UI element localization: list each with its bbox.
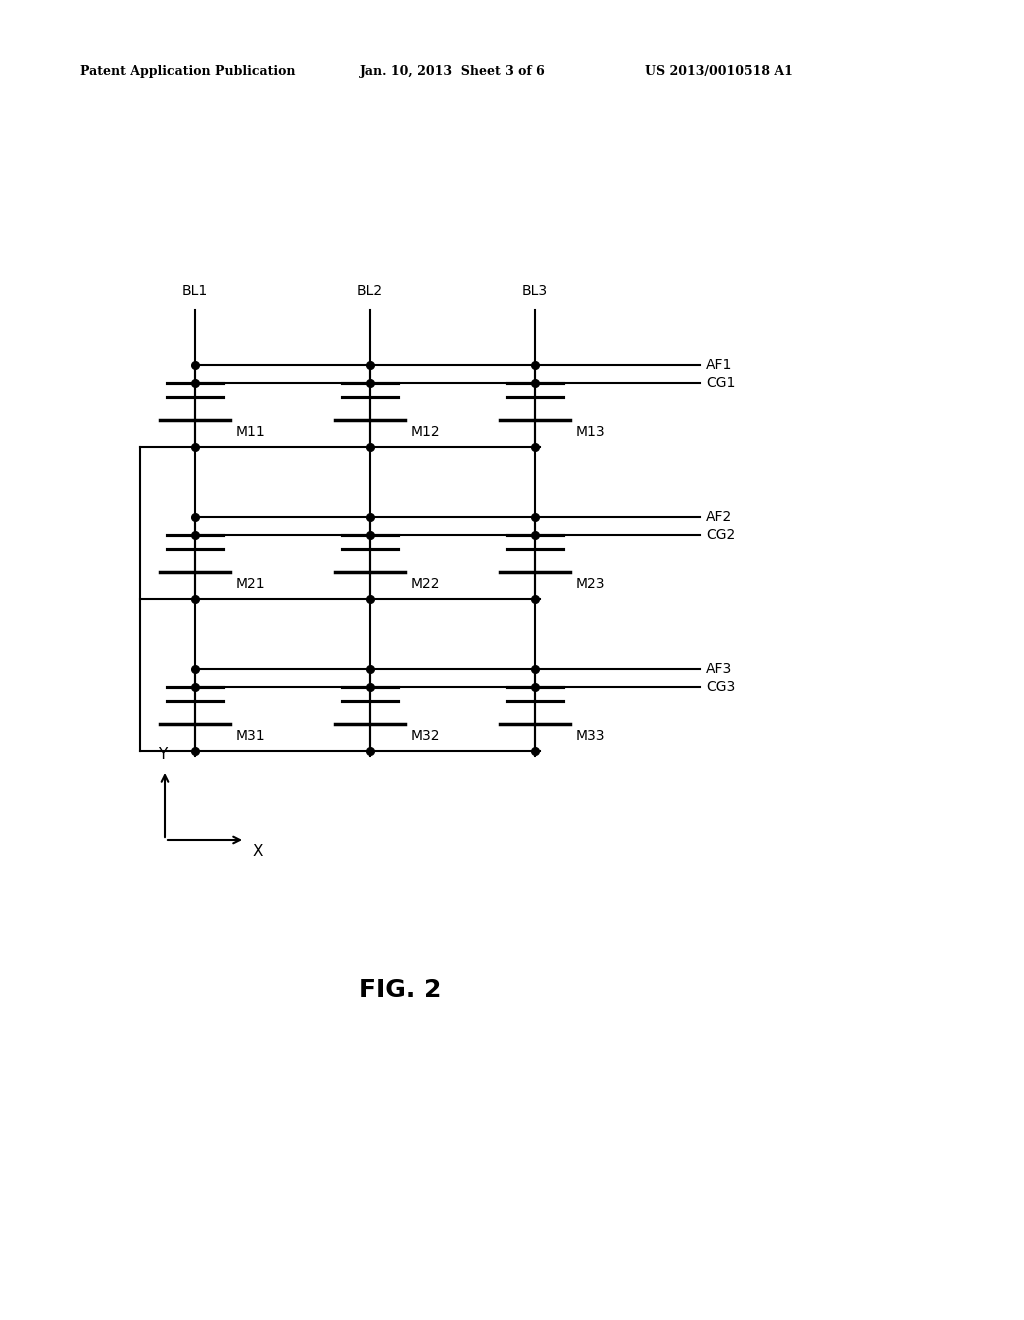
Text: M32: M32: [411, 729, 440, 743]
Text: M22: M22: [411, 577, 440, 591]
Text: CG1: CG1: [706, 376, 735, 389]
Text: AF2: AF2: [706, 510, 732, 524]
Text: M12: M12: [411, 425, 440, 440]
Text: AF1: AF1: [706, 358, 732, 372]
Text: US 2013/0010518 A1: US 2013/0010518 A1: [645, 66, 793, 78]
Text: Y: Y: [159, 747, 168, 762]
Text: M31: M31: [236, 729, 265, 743]
Text: Jan. 10, 2013  Sheet 3 of 6: Jan. 10, 2013 Sheet 3 of 6: [360, 66, 546, 78]
Text: X: X: [253, 843, 263, 859]
Text: CG2: CG2: [706, 528, 735, 543]
Text: M13: M13: [575, 425, 605, 440]
Text: AF3: AF3: [706, 663, 732, 676]
Text: M23: M23: [575, 577, 605, 591]
Text: M21: M21: [236, 577, 265, 591]
Text: M33: M33: [575, 729, 605, 743]
Text: Patent Application Publication: Patent Application Publication: [80, 66, 296, 78]
Text: BL2: BL2: [357, 284, 383, 298]
Text: BL1: BL1: [182, 284, 208, 298]
Text: CG3: CG3: [706, 680, 735, 694]
Text: BL3: BL3: [522, 284, 548, 298]
Text: M11: M11: [236, 425, 266, 440]
Text: FIG. 2: FIG. 2: [358, 978, 441, 1002]
